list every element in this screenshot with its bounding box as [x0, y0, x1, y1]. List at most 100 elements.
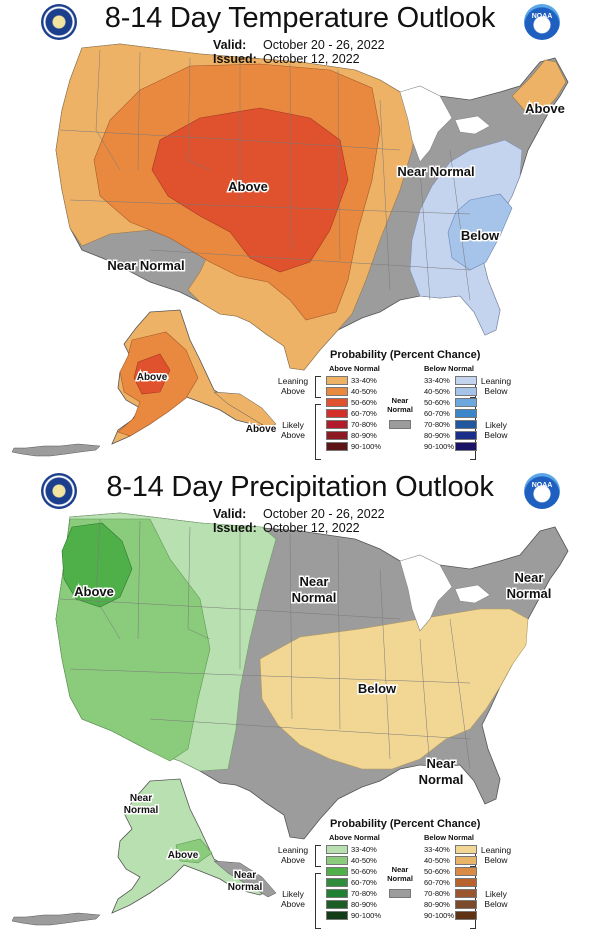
legend-bin-label: 70-80%	[424, 420, 450, 429]
legend-swatch-above	[326, 442, 348, 451]
legend-swatch-below	[455, 867, 477, 876]
aleutian-islands	[11, 912, 101, 926]
legend-brace	[315, 873, 321, 929]
region-label: Above	[74, 584, 114, 599]
noaa-logo-icon: NOAA	[524, 473, 560, 509]
legend-bin-label: 40-50%	[424, 387, 450, 396]
legend-bin-label: 40-50%	[351, 856, 377, 865]
region-label-line: Near Normal	[292, 574, 337, 605]
legend-brace	[315, 845, 321, 867]
legend-swatch-below	[455, 409, 477, 418]
legend-swatch-below	[455, 878, 477, 887]
legend-swatch-above	[326, 878, 348, 887]
legend-bin-label: 90-100%	[351, 442, 382, 451]
legend-swatch-above	[326, 911, 348, 920]
valid-dates: Valid: October 20 - 26, 2022	[213, 38, 385, 52]
legend-swatch-above	[326, 900, 348, 909]
legend-swatch-above	[326, 398, 348, 407]
legend-leaning-above: Leaning Above	[277, 845, 309, 865]
precipitation-outlook-map: Above Near Normal Near Normal Below Near No…	[11, 512, 569, 926]
alaska-panhandle	[213, 391, 277, 429]
legend-swatch-above	[326, 409, 348, 418]
legend-swatch-near	[389, 420, 411, 429]
legend-title: Probability (Percent Chance)	[330, 818, 481, 830]
legend-bin-label: 80-90%	[351, 431, 377, 440]
legend-above-head: Above Normal	[329, 833, 380, 842]
region-label-line: Near Normal	[419, 756, 464, 787]
legend-swatch-below	[455, 431, 477, 440]
commerce-seal-icon	[41, 473, 77, 509]
legend-bin-label: 50-60%	[424, 867, 450, 876]
legend-swatch-below	[455, 398, 477, 407]
legend-likely-below: Likely Below	[484, 889, 508, 909]
legend-swatch-below	[455, 420, 477, 429]
legend-swatch-near	[389, 889, 411, 898]
legend-swatch-below	[455, 856, 477, 865]
noaa-logo-icon: NOAA	[524, 4, 560, 40]
legend-bin-label: 33-40%	[351, 845, 377, 854]
great-lakes	[399, 85, 491, 163]
legend-swatch-above	[326, 889, 348, 898]
state-boundaries	[59, 518, 471, 770]
legend-bin-label: 40-50%	[424, 856, 450, 865]
legend-bin-label: 50-60%	[351, 398, 377, 407]
legend-bin-label: 33-40%	[351, 376, 377, 385]
legend-bin-label: 70-80%	[351, 889, 377, 898]
legend-swatch-below	[455, 845, 477, 854]
legend-bin-label: 60-70%	[351, 409, 377, 418]
legend-bin-label: 90-100%	[424, 442, 455, 451]
legend-bin-label: 60-70%	[424, 409, 450, 418]
legend-swatch-below	[455, 442, 477, 451]
region-label-line: Near Normal	[228, 870, 263, 893]
region-label-line: Near Normal	[124, 793, 159, 816]
alaska-panhandle	[213, 860, 277, 898]
legend-near-head: Near Normal	[387, 396, 413, 414]
legend-swatch-below	[455, 387, 477, 396]
temperature-outlook-panel: Above Near Normal Below Above Near Norma…	[11, 2, 569, 460]
region-label-line: Near Normal	[507, 570, 552, 601]
legend-swatch-below	[455, 900, 477, 909]
aleutian-islands	[11, 443, 101, 457]
temp-below-40-region	[447, 193, 513, 271]
alaska-above-40-region	[175, 838, 213, 864]
legend-likely-above: Likely Above	[280, 420, 306, 440]
legend-bin-label: 33-40%	[424, 376, 450, 385]
legend-swatch-above	[326, 856, 348, 865]
legend-likely-below: Likely Below	[484, 420, 508, 440]
legend-leaning-below: Leaning Below	[480, 845, 512, 865]
region-label: Above	[228, 179, 268, 194]
great-lakes	[399, 554, 491, 632]
region-label: Below	[358, 681, 397, 696]
legend-bin-label: 90-100%	[351, 911, 382, 920]
legend-swatch-above	[326, 387, 348, 396]
region-label: Near Normal	[107, 258, 184, 273]
legend-bin-label: 80-90%	[424, 431, 450, 440]
map-title: 8-14 Day Temperature Outlook	[104, 2, 496, 34]
map-title: 8-14 Day Precipitation Outlook	[106, 471, 494, 503]
legend-brace	[315, 404, 321, 460]
region-label: Above	[246, 424, 277, 435]
state-boundaries	[59, 49, 471, 301]
legend-above-head: Above Normal	[329, 364, 380, 373]
precipitation-outlook-panel: Above Near Normal Near Normal Below Near No…	[0, 469, 600, 938]
precip-lean-below-region	[259, 608, 529, 770]
legend-swatch-above	[326, 376, 348, 385]
legend-bin-label: 60-70%	[424, 878, 450, 887]
temp-ne-above-region	[511, 59, 567, 113]
issued-date: Issued: October 12, 2022	[213, 521, 360, 535]
region-label: Below	[461, 228, 500, 243]
legend-bin-label: 40-50%	[351, 387, 377, 396]
legend-bin-label: 90-100%	[424, 911, 455, 920]
region-label: Above	[525, 101, 565, 116]
legend-leaning-above: Leaning Above	[277, 376, 309, 396]
legend-swatch-above	[326, 420, 348, 429]
legend-swatch-above	[326, 867, 348, 876]
legend-swatch-above	[326, 431, 348, 440]
legend-bin-label: 70-80%	[424, 889, 450, 898]
legend-below-head: Below Normal	[424, 833, 475, 842]
legend-bin-label: 80-90%	[351, 900, 377, 909]
temp-above-50-region	[151, 107, 349, 273]
legend-swatch-below	[455, 376, 477, 385]
legend-bin-label: 50-60%	[424, 398, 450, 407]
legend-below-head: Below Normal	[424, 364, 475, 373]
